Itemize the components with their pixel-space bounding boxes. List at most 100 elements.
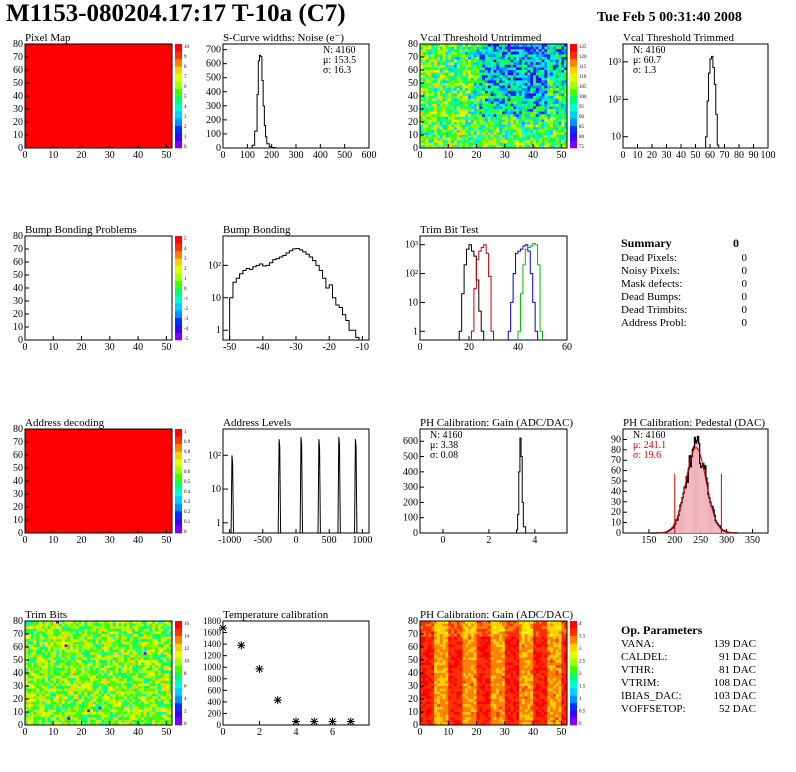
heatmap-cell: [425, 719, 429, 723]
heatmap-cell: [425, 691, 429, 695]
heatmap-cell: [90, 691, 94, 695]
heatmap-cell: [118, 652, 122, 656]
heatmap-cell: [155, 626, 159, 630]
heatmap-cell: [64, 654, 68, 658]
heatmap-cell: [538, 93, 542, 97]
heatmap-cell: [439, 54, 443, 58]
heatmap-cell: [504, 98, 508, 102]
heatmap-cell: [129, 628, 133, 632]
heatmap-cell: [87, 660, 91, 663]
heatmap-cell: [470, 109, 475, 112]
heatmap-cell: [27, 693, 31, 697]
heatmap-cell: [521, 101, 525, 105]
heatmap-cell: [132, 631, 136, 635]
heatmap-cell: [459, 75, 463, 79]
heatmap-cell: [84, 704, 88, 708]
heatmap-cell: [106, 709, 111, 713]
heatmap-cell: [425, 127, 429, 131]
heatmap-cell: [530, 64, 534, 68]
heatmap-cell: [434, 103, 438, 107]
heatmap-cell: [160, 691, 164, 695]
heatmap-cell: [555, 88, 559, 92]
heatmap-cell: [64, 717, 68, 721]
heatmap-cell: [422, 628, 426, 632]
heatmap-cell: [98, 634, 102, 637]
heatmap-cell: [552, 88, 556, 92]
heatmap-cell: [81, 636, 85, 640]
heatmap-cell: [490, 98, 494, 102]
heatmap-cell: [535, 80, 540, 84]
heatmap-cell: [121, 657, 125, 661]
heatmap-cell: [552, 44, 556, 47]
heatmap-cell: [442, 83, 446, 86]
heatmap-cell: [431, 83, 435, 86]
heatmap-cell: [39, 636, 43, 640]
heatmap-cell: [535, 46, 540, 50]
heatmap-cell: [166, 688, 170, 692]
heatmap-cell: [470, 98, 475, 102]
y-tick-label: 10: [611, 518, 621, 529]
heatmap-cell: [541, 114, 545, 118]
heatmap-cell: [44, 719, 48, 723]
heatmap-cell: [47, 657, 51, 661]
heatmap-cell: [493, 129, 497, 133]
x-tick-label: 300: [289, 150, 304, 161]
heatmap-cell: [104, 712, 108, 715]
heatmap-cell: [518, 90, 523, 94]
heatmap-cell: [78, 719, 82, 723]
heatmap-cell: [75, 626, 80, 630]
heatmap-cell: [538, 119, 542, 123]
heatmap-cell: [87, 701, 91, 705]
heatmap-cell: [434, 106, 438, 110]
heatmap-cell: [459, 114, 463, 118]
heatmap-cell: [436, 122, 441, 125]
heatmap-cell: [544, 124, 548, 128]
palette-swatch: [570, 96, 577, 104]
heatmap-cell: [146, 636, 150, 640]
heatmap-cell: [27, 626, 31, 630]
heatmap-cell: [73, 717, 77, 721]
heatmap-cell: [33, 714, 37, 718]
heatmap-cell: [442, 145, 446, 149]
heatmap-cell: [58, 699, 63, 702]
heatmap-cell: [530, 44, 534, 47]
heatmap-cell: [87, 628, 91, 632]
heatmap-cell: [442, 103, 446, 107]
heatmap-cell: [428, 75, 432, 79]
heatmap-cell: [524, 49, 528, 53]
heatmap-cell: [87, 623, 91, 627]
heatmap-cell: [448, 98, 452, 102]
heatmap-cell: [87, 665, 91, 669]
heatmap-cell: [482, 64, 486, 68]
heatmap-cell: [118, 712, 122, 715]
heatmap-cell: [535, 98, 540, 102]
heatmap-cell: [504, 44, 508, 47]
heatmap-cell: [112, 626, 116, 630]
heatmap-cell: [524, 46, 528, 50]
heatmap-cell: [436, 119, 441, 123]
heatmap-cell: [504, 90, 508, 94]
heatmap-cell: [425, 657, 429, 661]
heatmap-cell: [555, 83, 559, 86]
heatmap-cell: [479, 90, 483, 94]
heatmap-cell: [499, 132, 503, 136]
heatmap-cell: [61, 709, 65, 713]
heatmap-cell: [27, 680, 31, 684]
heatmap-cell: [550, 70, 554, 73]
heatmap-cell: [157, 644, 161, 648]
heatmap-cell: [555, 137, 559, 141]
palette-swatch: [175, 288, 182, 296]
heatmap-cell: [448, 51, 452, 55]
heatmap-cell: [550, 132, 554, 136]
heatmap-cell: [53, 621, 57, 624]
heatmap-cell: [70, 626, 74, 630]
heatmap-cell: [451, 62, 455, 66]
heatmap-cell: [499, 116, 503, 120]
heatmap-cell: [561, 80, 565, 84]
heatmap-cell: [33, 678, 37, 682]
heatmap-cell: [132, 714, 136, 718]
heatmap-cell: [109, 639, 113, 643]
heatmap-cell: [555, 93, 559, 97]
heatmap-cell: [25, 641, 29, 645]
